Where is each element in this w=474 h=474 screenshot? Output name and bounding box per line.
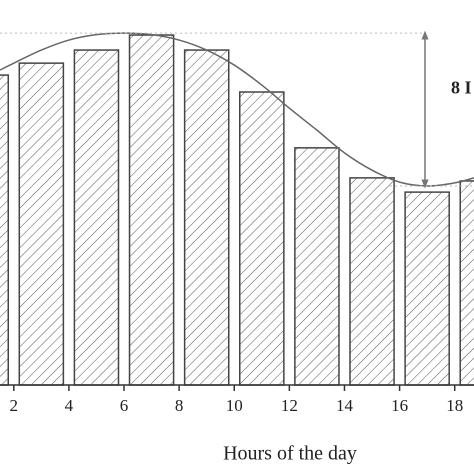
x-tick-label: 14	[336, 396, 354, 415]
annotation: 8 I	[451, 78, 472, 98]
x-tick-label: 2	[10, 396, 19, 415]
x-tick-label: 16	[391, 396, 408, 415]
bar	[404, 191, 450, 386]
plot-area: 8 I 2 4 6 8 10 12 14 16 18	[0, 30, 474, 415]
bar	[183, 49, 230, 386]
bar	[73, 49, 120, 386]
x-tick-label: 6	[120, 396, 129, 415]
bar	[0, 74, 10, 386]
x-axis-label: Hours of the day	[223, 443, 357, 465]
bar	[349, 177, 395, 386]
bar	[459, 180, 474, 386]
x-tick-label: 4	[65, 396, 74, 415]
bar	[18, 62, 65, 386]
bar	[128, 34, 175, 386]
x-tick-label: 12	[281, 396, 298, 415]
curve	[0, 32, 474, 187]
x-tick-label: 18	[446, 396, 463, 415]
bar	[294, 147, 340, 386]
bar	[239, 91, 285, 386]
x-tick-label: 10	[226, 396, 243, 415]
x-tick-label: 8	[175, 396, 184, 415]
